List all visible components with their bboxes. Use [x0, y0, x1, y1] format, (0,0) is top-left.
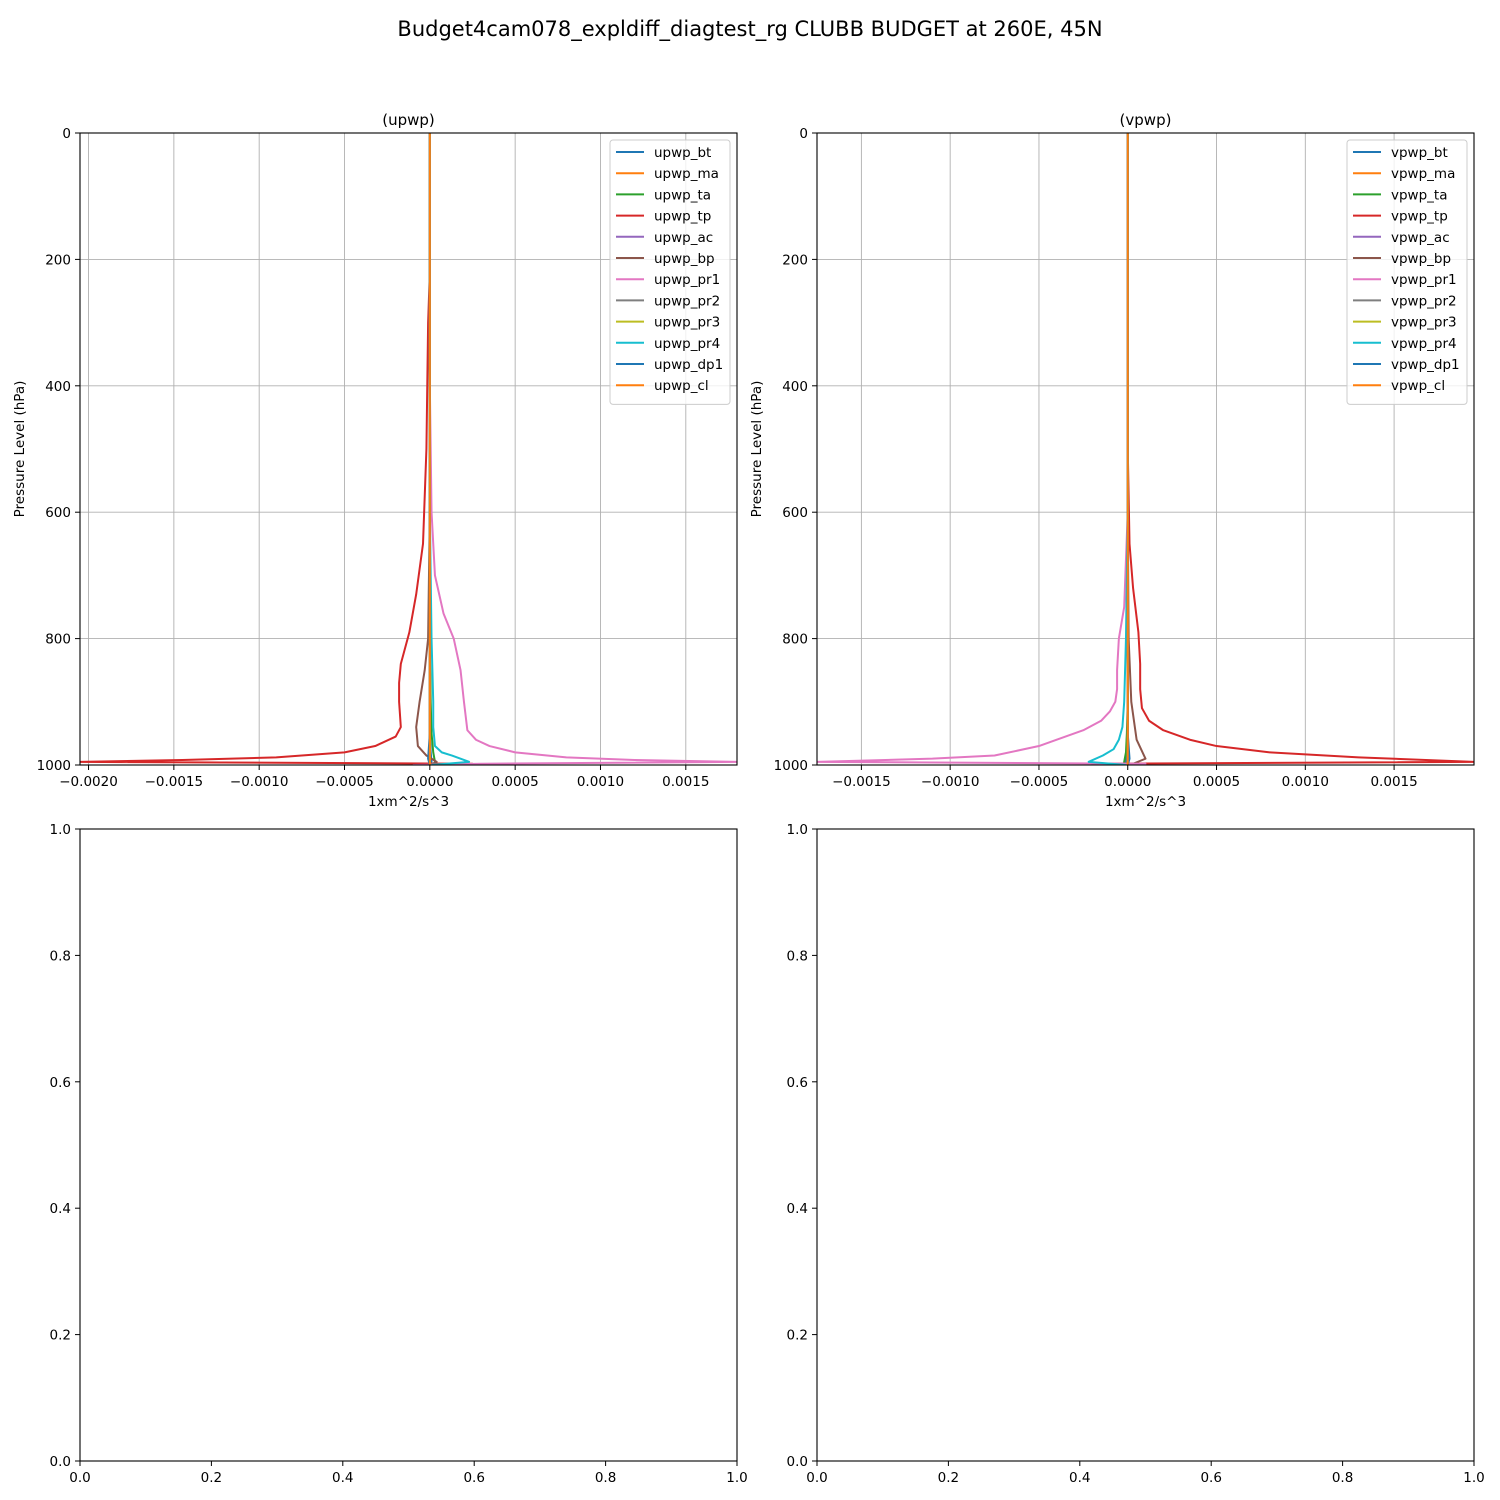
axes-frame: [79, 828, 738, 1462]
y-tick-label: 800: [45, 632, 71, 648]
x-tick-label: 0.4: [1069, 1470, 1090, 1486]
legend-label: vpwp_bp: [1391, 251, 1451, 267]
legend-label: vpwp_pr1: [1391, 272, 1457, 288]
series-line-vpwp_pr1: [817, 133, 1147, 765]
x-tick-label: 0.8: [595, 1470, 616, 1486]
y-tick-label: 0: [62, 126, 71, 142]
series-line-upwp_tp: [80, 133, 474, 765]
legend-label: upwp_bt: [654, 145, 711, 161]
legend-label: upwp_bp: [654, 251, 715, 267]
x-tick-label: 1.0: [1463, 1470, 1484, 1486]
y-tick-label: 400: [782, 379, 808, 395]
legend: upwp_bt upwp_ma upwp_ta upwp_tp upwp_ac upwp_…: [609, 139, 731, 405]
panel-1: −0.0020 −0.0015 −0.0010 −0.0005 0.0000 0.0005…: [12, 111, 738, 810]
x-tick-label: 0.0010: [1282, 774, 1329, 790]
legend-label: vpwp_tp: [1391, 209, 1448, 225]
panel-2: −0.0015 −0.0010 −0.0005 0.0000 0.0005 0.0010 0…: [749, 111, 1475, 810]
x-tick-label: −0.0005: [1010, 774, 1069, 790]
legend-label: upwp_pr1: [654, 272, 720, 288]
y-tick-label: 1.0: [787, 822, 808, 838]
y-tick-label: 1000: [37, 758, 71, 774]
legend-label: vpwp_cl: [1391, 378, 1445, 394]
x-tick-label: 0.2: [938, 1470, 959, 1486]
x-tick-label: 0.0000: [1104, 774, 1151, 790]
y-tick-label: 0.2: [50, 1328, 71, 1344]
y-tick-label: 400: [45, 379, 71, 395]
legend-box: [609, 139, 731, 405]
legend-label: upwp_ma: [654, 166, 719, 182]
legend-label: vpwp_ac: [1391, 230, 1450, 246]
legend-box: [1346, 139, 1468, 405]
y-tick-label: 1000: [774, 758, 808, 774]
x-tick-label: 0.6: [463, 1470, 484, 1486]
y-tick-label: 0.0: [787, 1454, 808, 1470]
legend-label: upwp_cl: [654, 378, 709, 394]
y-tick-label: 0.4: [787, 1201, 808, 1217]
y-tick-label: 800: [782, 632, 808, 648]
y-tick-label: 0.0: [50, 1454, 71, 1470]
series-line-vpwp_tp: [1091, 133, 1474, 765]
panel-title: (upwp): [382, 111, 435, 129]
x-tick-label: −0.0010: [230, 774, 289, 790]
legend-label: vpwp_dp1: [1391, 357, 1460, 373]
legend-label: upwp_pr4: [654, 336, 720, 352]
series-line-upwp_pr1: [412, 133, 737, 765]
y-tick-label: 0.8: [787, 948, 808, 964]
legend-label: upwp_dp1: [654, 357, 723, 373]
y-axis-label: Pressure Level (hPa): [12, 381, 28, 518]
legend-label: upwp_ta: [654, 187, 711, 203]
x-tick-label: 1.0: [726, 1470, 747, 1486]
y-tick-label: 0.6: [787, 1075, 808, 1091]
legend-label: vpwp_pr3: [1391, 315, 1457, 331]
panel-4: 0.0 0.2 0.4 0.6 0.8 1.0 0.0 0.2 0.4 0.6 0.8 1.0: [787, 822, 1485, 1486]
y-tick-label: 600: [45, 505, 71, 521]
y-tick-label: 0.8: [50, 948, 71, 964]
x-tick-label: 0.0005: [492, 774, 539, 790]
x-tick-label: −0.0015: [145, 774, 204, 790]
x-tick-label: −0.0010: [921, 774, 980, 790]
y-tick-label: 1.0: [50, 822, 71, 838]
x-tick-label: 0.0015: [1370, 774, 1417, 790]
x-tick-label: 0.4: [332, 1470, 353, 1486]
x-tick-label: 0.8: [1332, 1470, 1353, 1486]
y-tick-label: 0.6: [50, 1075, 71, 1091]
x-tick-label: 0.0: [69, 1470, 90, 1486]
panel-title: (vpwp): [1120, 111, 1172, 129]
legend-label: vpwp_ma: [1391, 166, 1455, 182]
x-tick-label: 0.0000: [406, 774, 453, 790]
figure-suptitle: Budget4cam078_expldiff_diagtest_rg CLUBB…: [397, 17, 1102, 42]
legend-label: vpwp_pr4: [1391, 336, 1457, 352]
x-tick-label: 0.2: [201, 1470, 222, 1486]
y-tick-label: 200: [782, 252, 808, 268]
y-tick-label: 0.2: [787, 1328, 808, 1344]
y-tick-label: 0: [799, 126, 808, 142]
legend-label: vpwp_ta: [1391, 187, 1448, 203]
axes-frame: [816, 132, 1475, 766]
x-tick-label: 0.0: [806, 1470, 827, 1486]
y-tick-label: 200: [45, 252, 71, 268]
x-tick-label: 0.0010: [577, 774, 624, 790]
panel-3: 0.0 0.2 0.4 0.6 0.8 1.0 0.0 0.2 0.4 0.6 0.8 1.0: [50, 822, 748, 1486]
x-tick-label: −0.0015: [832, 774, 891, 790]
x-tick-label: 0.0015: [662, 774, 709, 790]
x-tick-label: −0.0005: [315, 774, 374, 790]
axes-frame: [816, 828, 1475, 1462]
legend-label: upwp_tp: [654, 209, 711, 225]
legend-label: vpwp_pr2: [1391, 293, 1457, 309]
axes-frame: [79, 132, 738, 766]
x-axis-label: 1xm^2/s^3: [368, 794, 449, 810]
y-tick-label: 0.4: [50, 1201, 71, 1217]
legend-label: vpwp_bt: [1391, 145, 1448, 161]
legend: vpwp_bt vpwp_ma vpwp_ta vpwp_tp vpwp_ac vpwp_…: [1346, 139, 1468, 405]
x-axis-label: 1xm^2/s^3: [1105, 794, 1186, 810]
legend-label: upwp_pr2: [654, 293, 720, 309]
legend-label: upwp_pr3: [654, 315, 720, 331]
x-tick-label: 0.6: [1200, 1470, 1221, 1486]
x-tick-label: 0.0005: [1193, 774, 1240, 790]
y-axis-label: Pressure Level (hPa): [749, 381, 765, 518]
legend-label: upwp_ac: [654, 230, 713, 246]
y-tick-label: 600: [782, 505, 808, 521]
x-tick-label: −0.0020: [59, 774, 118, 790]
